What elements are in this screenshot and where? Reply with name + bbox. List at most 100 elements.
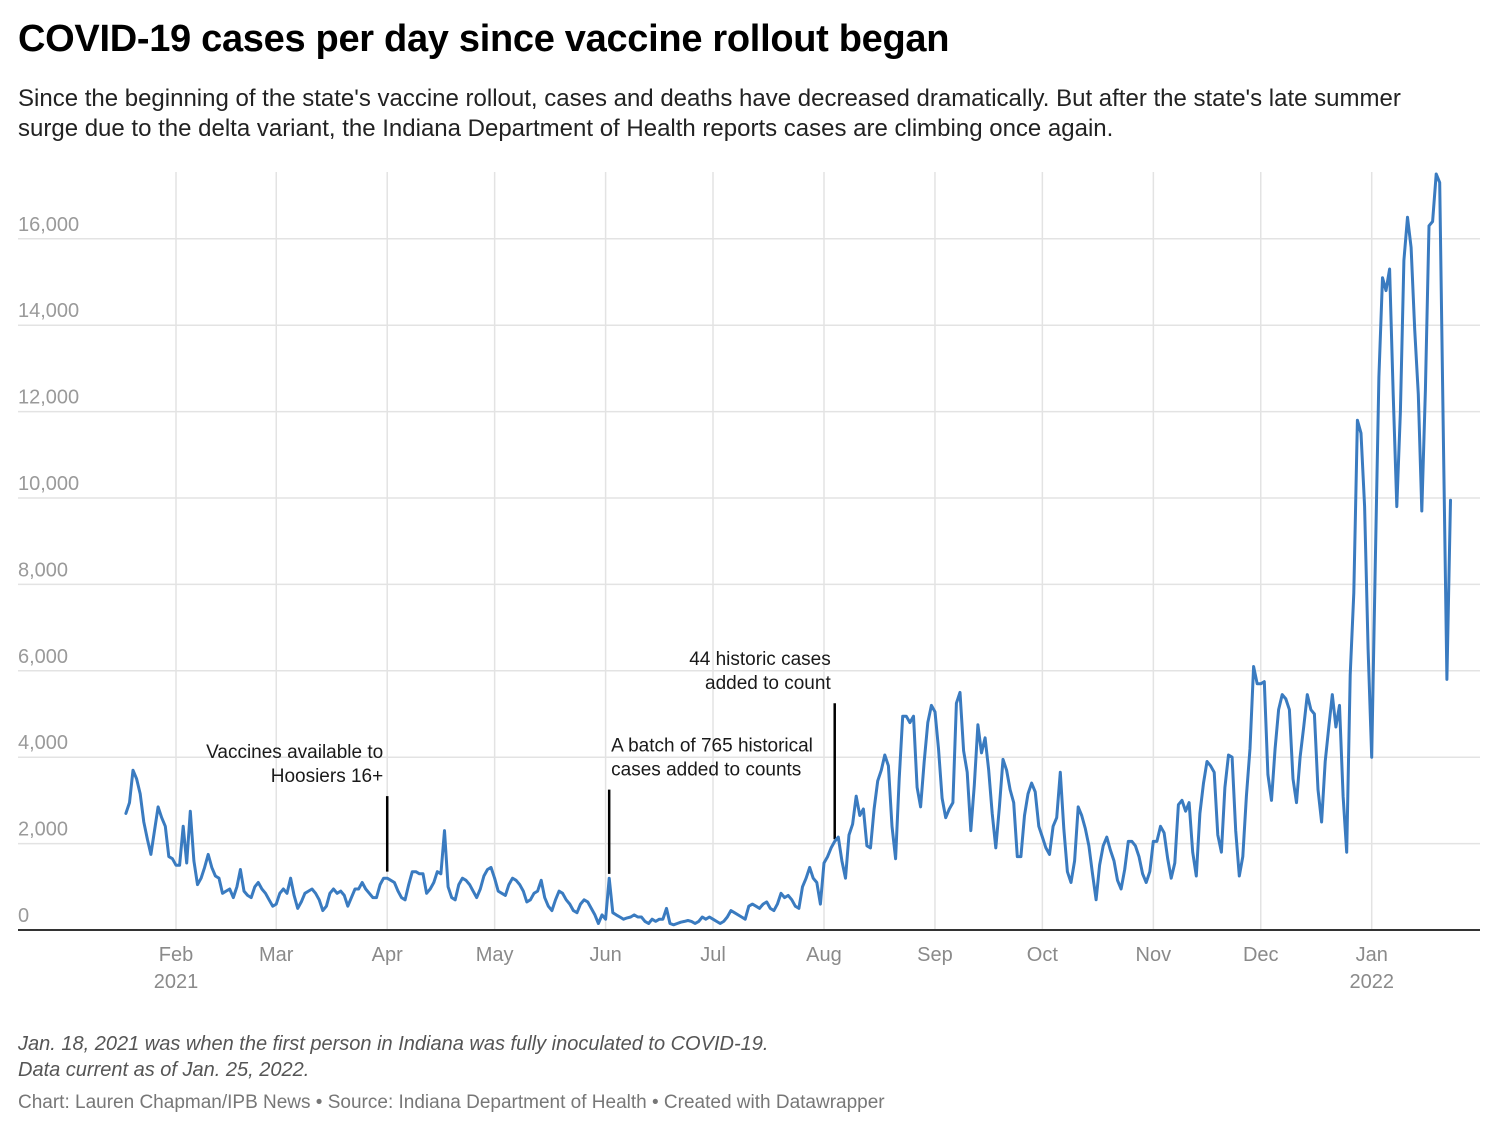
- data-point: [1188, 801, 1191, 804]
- data-point: [808, 866, 811, 869]
- x-tick-year-label: 2022: [1349, 971, 1394, 993]
- data-point: [969, 829, 972, 832]
- data-point: [701, 916, 704, 919]
- data-point: [339, 890, 342, 893]
- data-point: [1095, 898, 1098, 901]
- data-point: [955, 702, 958, 705]
- data-point: [1317, 788, 1320, 791]
- data-point: [407, 883, 410, 886]
- data-point: [1377, 376, 1380, 379]
- data-point: [185, 862, 188, 865]
- data-point: [1155, 840, 1158, 843]
- data-point: [686, 919, 689, 922]
- x-tick-label: Oct: [1027, 944, 1059, 966]
- data-point: [633, 913, 636, 916]
- data-point: [1152, 840, 1155, 843]
- data-point: [934, 710, 937, 713]
- data-point: [246, 894, 249, 897]
- data-point: [1198, 812, 1201, 815]
- data-point: [819, 903, 822, 906]
- data-point: [1091, 872, 1094, 875]
- daily-cases-line: [124, 172, 1452, 927]
- data-point: [622, 918, 625, 921]
- data-point: [303, 892, 306, 895]
- data-point: [1324, 760, 1327, 763]
- data-point: [486, 868, 489, 871]
- data-point: [1299, 756, 1302, 759]
- data-point: [891, 825, 894, 828]
- data-point: [479, 888, 482, 891]
- data-point: [547, 905, 550, 908]
- data-point: [472, 890, 475, 893]
- data-point: [1438, 181, 1441, 184]
- data-point: [533, 892, 536, 895]
- data-point: [941, 797, 944, 800]
- data-point: [676, 922, 679, 925]
- data-point: [1209, 764, 1212, 767]
- data-point: [522, 890, 525, 893]
- data-point: [196, 883, 199, 886]
- data-point: [447, 885, 450, 888]
- data-point: [192, 859, 195, 862]
- data-point: [572, 909, 575, 912]
- data-point: [1170, 877, 1173, 880]
- data-point: [801, 885, 804, 888]
- data-point: [257, 881, 260, 884]
- data-point: [1113, 859, 1116, 862]
- data-point: [740, 916, 743, 919]
- x-tick-year-label: 2021: [154, 971, 199, 993]
- annotation-label: Vaccines available to: [206, 742, 383, 763]
- data-point: [744, 918, 747, 921]
- data-point: [901, 715, 904, 718]
- data-point: [751, 903, 754, 906]
- data-point: [153, 829, 156, 832]
- data-point: [1163, 831, 1166, 834]
- data-point: [1202, 782, 1205, 785]
- y-tick-label: 10,000: [18, 473, 79, 495]
- data-point: [1281, 693, 1284, 696]
- data-point: [586, 900, 589, 903]
- data-point: [1292, 777, 1295, 780]
- annotation-label: 44 historic cases: [689, 649, 831, 670]
- data-point: [1123, 868, 1126, 871]
- data-point: [665, 907, 668, 910]
- data-point: [432, 881, 435, 884]
- data-point: [998, 805, 1001, 808]
- data-point: [1399, 410, 1402, 413]
- data-point: [518, 883, 521, 886]
- y-tick-label: 12,000: [18, 387, 79, 409]
- data-point: [439, 872, 442, 875]
- data-point: [729, 909, 732, 912]
- data-point: [787, 894, 790, 897]
- data-point: [200, 877, 203, 880]
- data-point: [260, 888, 263, 891]
- data-point: [1388, 268, 1391, 271]
- x-tick-label: Jun: [589, 944, 621, 966]
- data-point: [371, 896, 374, 899]
- data-point: [1420, 510, 1423, 513]
- data-point: [1059, 771, 1062, 774]
- data-point: [1356, 419, 1359, 422]
- data-point: [1134, 844, 1137, 847]
- x-tick-label: Sep: [917, 944, 953, 966]
- data-point: [278, 892, 281, 895]
- data-point: [1037, 825, 1040, 828]
- data-point: [422, 872, 425, 875]
- y-tick-label: 4,000: [18, 732, 68, 754]
- data-point: [1120, 888, 1123, 891]
- data-point: [862, 808, 865, 811]
- data-point: [1302, 726, 1305, 729]
- data-point: [848, 834, 851, 837]
- data-point: [683, 920, 686, 923]
- data-point: [167, 855, 170, 858]
- data-point: [593, 913, 596, 916]
- data-point: [1381, 276, 1384, 279]
- data-point: [157, 805, 160, 808]
- data-point: [346, 905, 349, 908]
- data-point: [579, 903, 582, 906]
- data-point: [1424, 389, 1427, 392]
- data-point: [311, 888, 314, 891]
- y-tick-label: 0: [18, 905, 29, 927]
- data-point: [286, 892, 289, 895]
- data-point: [1277, 708, 1280, 711]
